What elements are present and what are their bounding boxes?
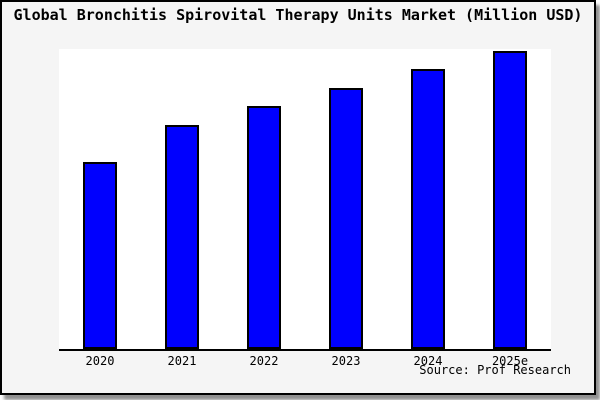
- bar-2020: [83, 162, 117, 349]
- x-axis-labels: 2020 2021 2022 2023 2024 2025e: [59, 354, 551, 368]
- bar-2024: [411, 69, 445, 349]
- x-tick-label-2021: 2021: [167, 354, 197, 368]
- x-tick-label-2025e: 2025e: [491, 354, 529, 368]
- plot-area: [59, 49, 551, 351]
- bar-2023: [329, 87, 363, 349]
- source-caption: Source: Prof Research: [419, 363, 571, 377]
- bar-group-2025e: [469, 49, 551, 349]
- x-tick-label-2023: 2023: [331, 354, 361, 368]
- bar-group-2024: [387, 49, 469, 349]
- x-tick-label-2020: 2020: [85, 354, 115, 368]
- bar-2021: [165, 125, 199, 349]
- x-tick-label-2022: 2022: [249, 354, 279, 368]
- bar-2025e: [493, 50, 527, 349]
- bar-group-2023: [305, 49, 387, 349]
- bar-group-2021: [141, 49, 223, 349]
- chart-title: Global Bronchitis Spirovital Therapy Uni…: [13, 6, 583, 24]
- bar-group-2020: [59, 49, 141, 349]
- bar-group-2022: [223, 49, 305, 349]
- bar-2022: [247, 106, 281, 349]
- x-tick-label-2024: 2024: [413, 354, 443, 368]
